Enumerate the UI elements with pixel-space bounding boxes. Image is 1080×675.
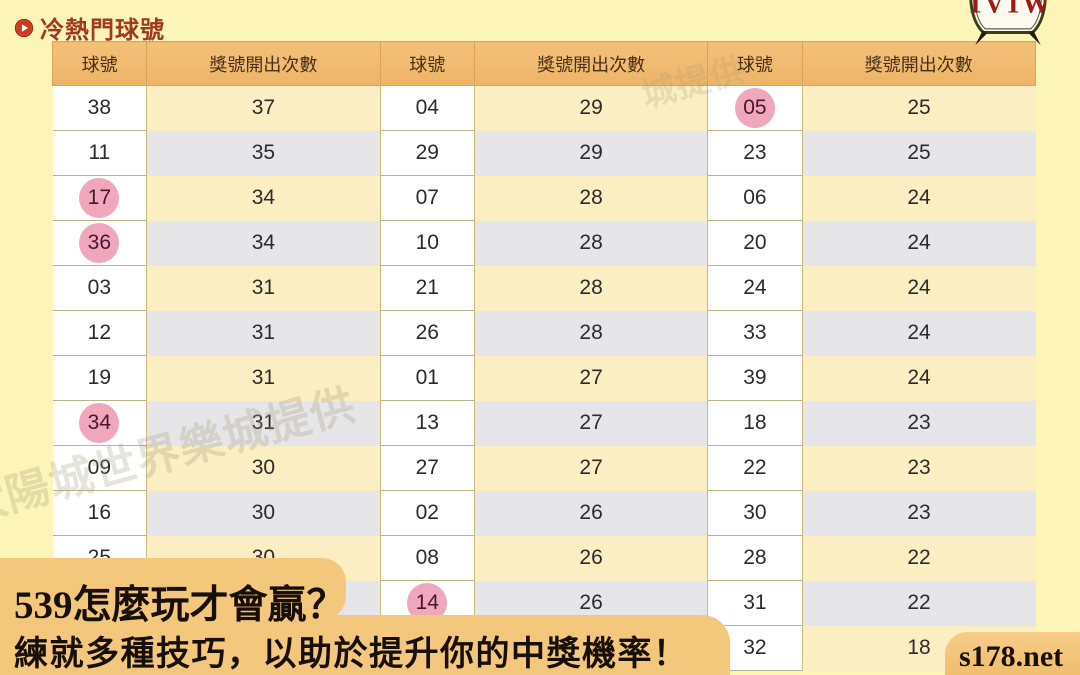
svg-text:TVTW: TVTW — [966, 0, 1049, 19]
